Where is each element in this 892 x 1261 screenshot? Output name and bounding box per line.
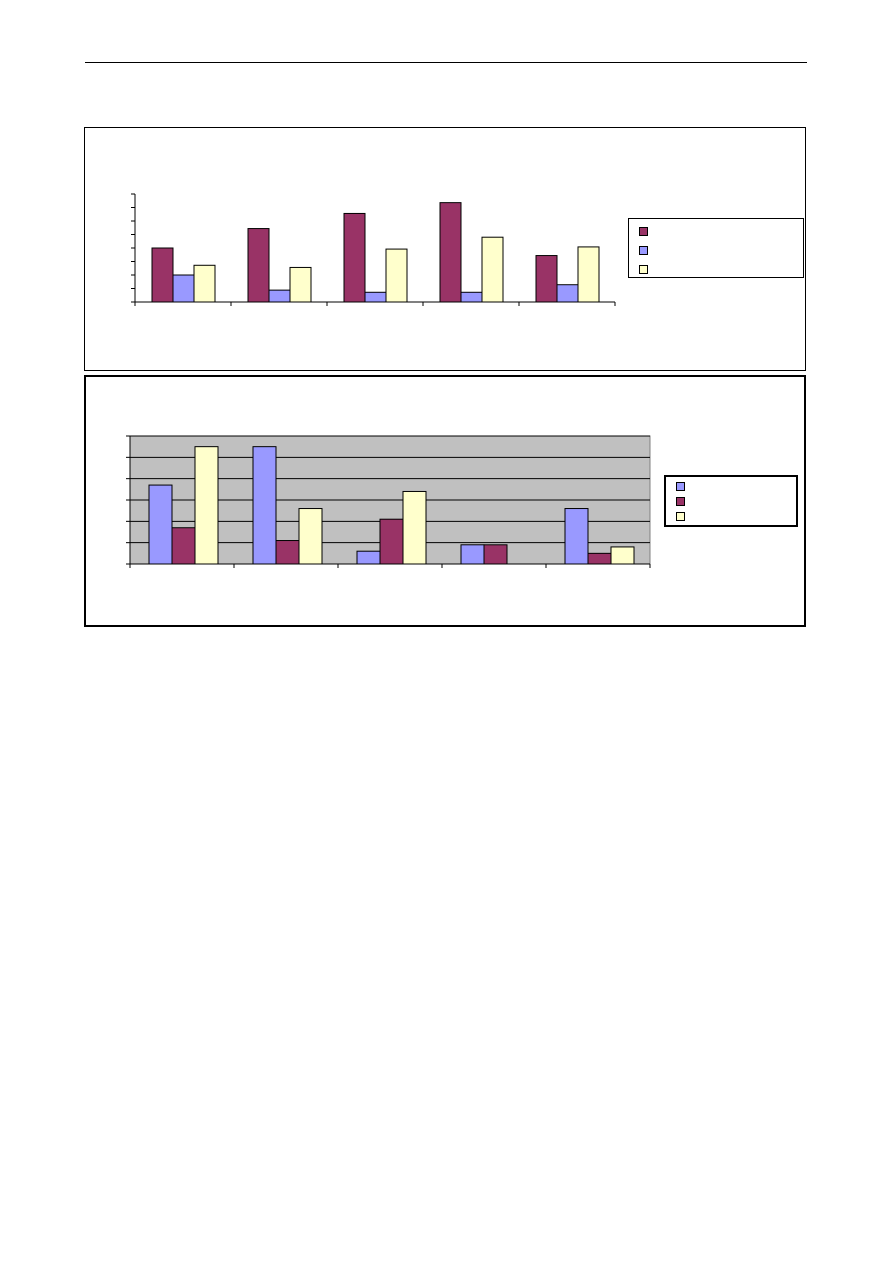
chart-1-bar	[151, 247, 174, 303]
chart-2-bar	[564, 508, 589, 565]
chart-1-legend-swatch	[639, 245, 648, 255]
chart-1-bar	[577, 246, 600, 303]
chart-2-bar	[483, 544, 508, 565]
chart-2-legend-entry	[676, 495, 691, 507]
chart-1	[84, 127, 806, 371]
chart-1-bar	[481, 236, 504, 303]
chart-1-legend-entry	[639, 244, 654, 256]
chart-2-plot	[126, 435, 651, 568]
chart-2-bar	[379, 518, 404, 565]
chart-1-bar	[460, 291, 483, 303]
chart-2-bar	[356, 550, 381, 565]
chart-2-bar	[194, 446, 219, 565]
chart-1-legend-swatch	[639, 226, 648, 236]
chart-2-bar	[252, 446, 277, 565]
chart-2-bar	[298, 508, 323, 565]
chart-1-legend	[628, 218, 804, 278]
chart-1-legend-entry	[639, 225, 654, 237]
chart-2-bar	[460, 544, 485, 565]
chart-2-bar	[610, 546, 635, 565]
chart-1-bar	[439, 202, 462, 303]
chart-1-bar	[385, 248, 408, 303]
chart-2-legend-swatch	[676, 481, 685, 491]
chart-1-bar	[193, 264, 216, 303]
chart-2-legend-swatch	[676, 511, 685, 521]
chart-1-plot	[131, 193, 616, 306]
chart-2-bar	[402, 490, 427, 565]
chart-1-legend-swatch	[639, 264, 648, 274]
chart-1-bar	[364, 291, 387, 303]
chart-1-bar	[247, 228, 270, 303]
chart-2-bar	[148, 484, 173, 565]
chart-1-legend-entry	[639, 263, 654, 275]
chart-1-bar	[556, 284, 579, 303]
chart-2-legend-entry	[676, 480, 691, 492]
chart-2-bar	[587, 552, 612, 565]
chart-2	[84, 375, 806, 627]
chart-2-bar	[171, 527, 196, 565]
chart-1-bar	[268, 289, 291, 303]
chart-2-legend-entry	[676, 510, 691, 522]
chart-1-bar	[535, 255, 558, 303]
page-header-rule	[85, 62, 807, 63]
chart-2-legend-swatch	[676, 496, 685, 506]
chart-2-bar	[275, 540, 300, 565]
chart-2-legend	[664, 475, 798, 527]
chart-1-bar	[172, 274, 195, 303]
chart-1-bar	[343, 212, 366, 303]
chart-1-bar	[289, 266, 312, 303]
